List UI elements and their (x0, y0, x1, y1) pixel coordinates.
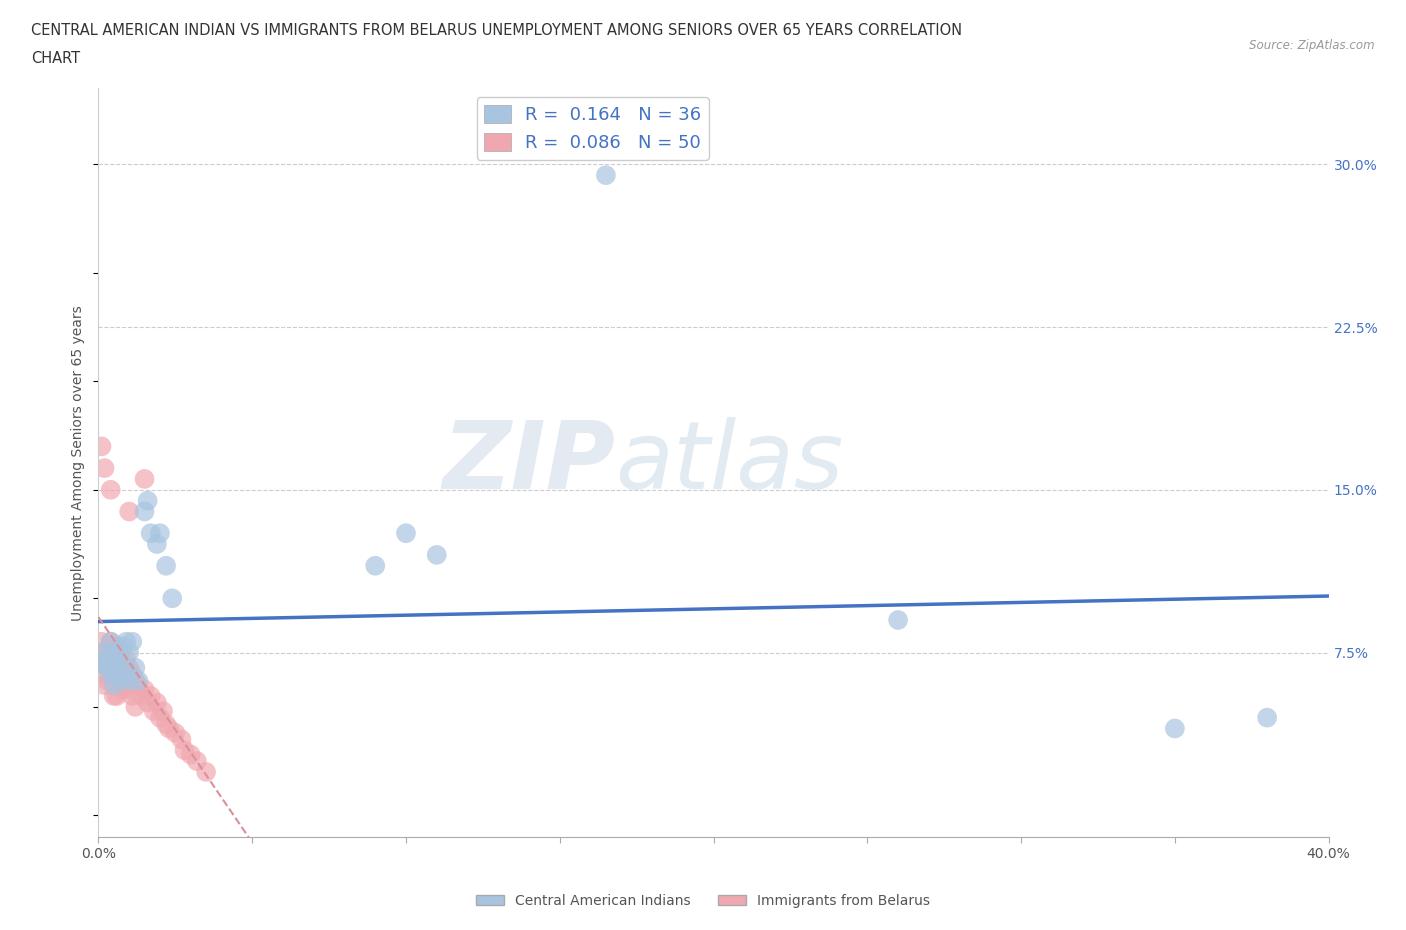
Point (426, 548, 449, 563)
Point (90, 656, 112, 671)
Point (93, 645, 115, 660)
Point (595, 167, 617, 182)
Point (395, 525, 418, 540)
Point (100, 634, 122, 649)
Point (105, 639, 128, 654)
Point (127, 678, 149, 693)
Point (165, 725, 187, 740)
Point (887, 613, 910, 628)
Legend: R =  0.164   N = 36, R =  0.086   N = 50: R = 0.164 N = 36, R = 0.086 N = 50 (477, 98, 709, 160)
Y-axis label: Unemployment Among Seniors over 65 years: Unemployment Among Seniors over 65 years (72, 305, 86, 620)
Point (157, 721, 180, 736)
Point (90, 645, 112, 660)
Text: CENTRAL AMERICAN INDIAN VS IMMIGRANTS FROM BELARUS UNEMPLOYMENT AMONG SENIORS OV: CENTRAL AMERICAN INDIAN VS IMMIGRANTS FR… (31, 23, 962, 38)
Point (134, 504, 156, 519)
Point (121, 634, 143, 649)
Point (93, 460, 115, 475)
Point (112, 682, 135, 697)
Point (100, 645, 122, 660)
Point (97, 652, 120, 667)
Point (118, 660, 141, 675)
Point (103, 667, 125, 682)
Point (115, 678, 138, 693)
Point (162, 591, 183, 605)
Point (100, 660, 122, 675)
Point (105, 667, 128, 682)
Point (108, 673, 131, 688)
Point (155, 558, 177, 573)
Point (90, 634, 112, 649)
Point (97, 660, 120, 675)
Point (115, 652, 138, 667)
Point (103, 660, 125, 675)
Point (155, 717, 177, 732)
Point (180, 747, 202, 762)
Point (173, 743, 195, 758)
Point (131, 688, 153, 703)
Point (139, 688, 162, 703)
Point (124, 673, 146, 688)
Point (112, 639, 135, 654)
Point (146, 695, 169, 710)
Point (103, 678, 125, 693)
Point (186, 753, 208, 768)
Point (100, 634, 122, 649)
Text: CHART: CHART (31, 51, 80, 66)
Point (105, 660, 128, 675)
Point (118, 682, 141, 697)
Point (108, 645, 131, 660)
Point (124, 699, 146, 714)
Point (103, 645, 125, 660)
Point (105, 688, 128, 703)
Point (108, 673, 131, 688)
Point (127, 673, 149, 688)
Point (112, 667, 135, 682)
Text: Source: ZipAtlas.com: Source: ZipAtlas.com (1250, 39, 1375, 52)
Point (146, 537, 169, 551)
Point (103, 688, 125, 703)
Point (124, 660, 146, 675)
Text: ZIP: ZIP (443, 417, 616, 509)
Point (100, 483, 122, 498)
Point (136, 695, 159, 710)
Point (139, 525, 162, 540)
Point (97, 673, 120, 688)
Point (364, 558, 387, 573)
Point (100, 667, 122, 682)
Point (103, 652, 125, 667)
Point (134, 472, 156, 486)
Point (90, 439, 112, 454)
Point (195, 764, 218, 779)
Point (152, 704, 174, 719)
Text: atlas: atlas (616, 418, 844, 508)
Point (149, 711, 172, 725)
Point (121, 688, 143, 703)
Point (115, 634, 138, 649)
Point (97, 660, 120, 675)
Point (115, 660, 138, 675)
Point (112, 656, 135, 671)
Point (170, 732, 193, 747)
Point (118, 645, 141, 660)
Legend: Central American Indians, Immigrants from Belarus: Central American Indians, Immigrants fro… (471, 889, 935, 914)
Point (93, 678, 115, 693)
Point (121, 667, 143, 682)
Point (93, 667, 115, 682)
Point (134, 682, 156, 697)
Point (108, 645, 131, 660)
Point (142, 704, 165, 719)
Point (136, 493, 159, 508)
Point (105, 652, 128, 667)
Point (118, 673, 141, 688)
Point (1164, 721, 1187, 736)
Point (149, 525, 172, 540)
Point (1256, 711, 1278, 725)
Point (97, 652, 120, 667)
Point (118, 504, 141, 519)
